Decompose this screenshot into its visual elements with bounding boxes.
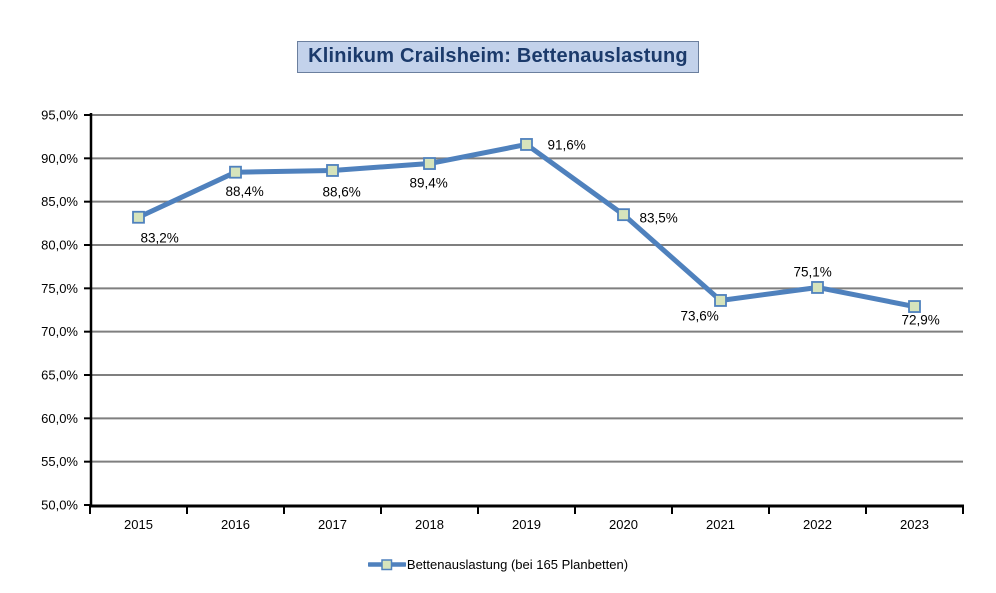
y-tick-label: 50,0%: [41, 498, 78, 513]
data-point-marker: [617, 208, 630, 222]
data-point-marker: [811, 281, 824, 294]
x-tick-label: 2023: [900, 517, 929, 532]
data-point-marker: [229, 165, 242, 179]
legend-label: Bettenauslastung (bei 165 Planbetten): [406, 557, 629, 572]
legend-symbol-icon: [367, 559, 406, 571]
x-tick-label: 2019: [512, 517, 541, 532]
x-tick-label: 2015: [124, 517, 153, 532]
data-point-marker: [908, 300, 921, 313]
data-point-label: 91,6%: [548, 137, 586, 152]
data-point-marker: [326, 164, 339, 177]
x-tick-label: 2022: [803, 517, 832, 532]
y-tick-label: 90,0%: [41, 151, 78, 166]
y-tick-label: 75,0%: [41, 281, 78, 296]
data-point-label: 89,4%: [410, 176, 448, 191]
data-point-marker: [423, 157, 436, 170]
y-tick-label: 70,0%: [41, 324, 78, 339]
data-point-label: 72,9%: [902, 313, 940, 328]
y-tick-label: 85,0%: [41, 194, 78, 209]
data-point-label: 83,2%: [141, 230, 179, 245]
y-tick-label: 60,0%: [41, 411, 78, 426]
data-point-marker: [520, 138, 533, 151]
data-point-label: 88,4%: [226, 184, 264, 199]
data-point-label: 73,6%: [681, 308, 719, 323]
x-tick-label: 2021: [706, 517, 735, 532]
x-tick-label: 2018: [415, 517, 444, 532]
x-tick-label: 2016: [221, 517, 250, 532]
legend: Bettenauslastung (bei 165 Planbetten): [0, 557, 996, 572]
series-line: [136, 141, 917, 310]
x-tick-label: 2020: [609, 517, 638, 532]
legend-marker-sample: [381, 559, 393, 571]
data-point-label: 75,1%: [794, 264, 832, 279]
x-tick-label: 2017: [318, 517, 347, 532]
data-point-marker: [714, 294, 727, 307]
data-point-label: 88,6%: [323, 184, 361, 199]
y-tick-label: 65,0%: [41, 368, 78, 383]
data-point-label: 83,5%: [640, 211, 678, 226]
data-point-marker: [132, 210, 145, 224]
y-tick-label: 95,0%: [41, 108, 78, 123]
y-tick-label: 55,0%: [41, 454, 78, 469]
y-tick-label: 80,0%: [41, 238, 78, 253]
